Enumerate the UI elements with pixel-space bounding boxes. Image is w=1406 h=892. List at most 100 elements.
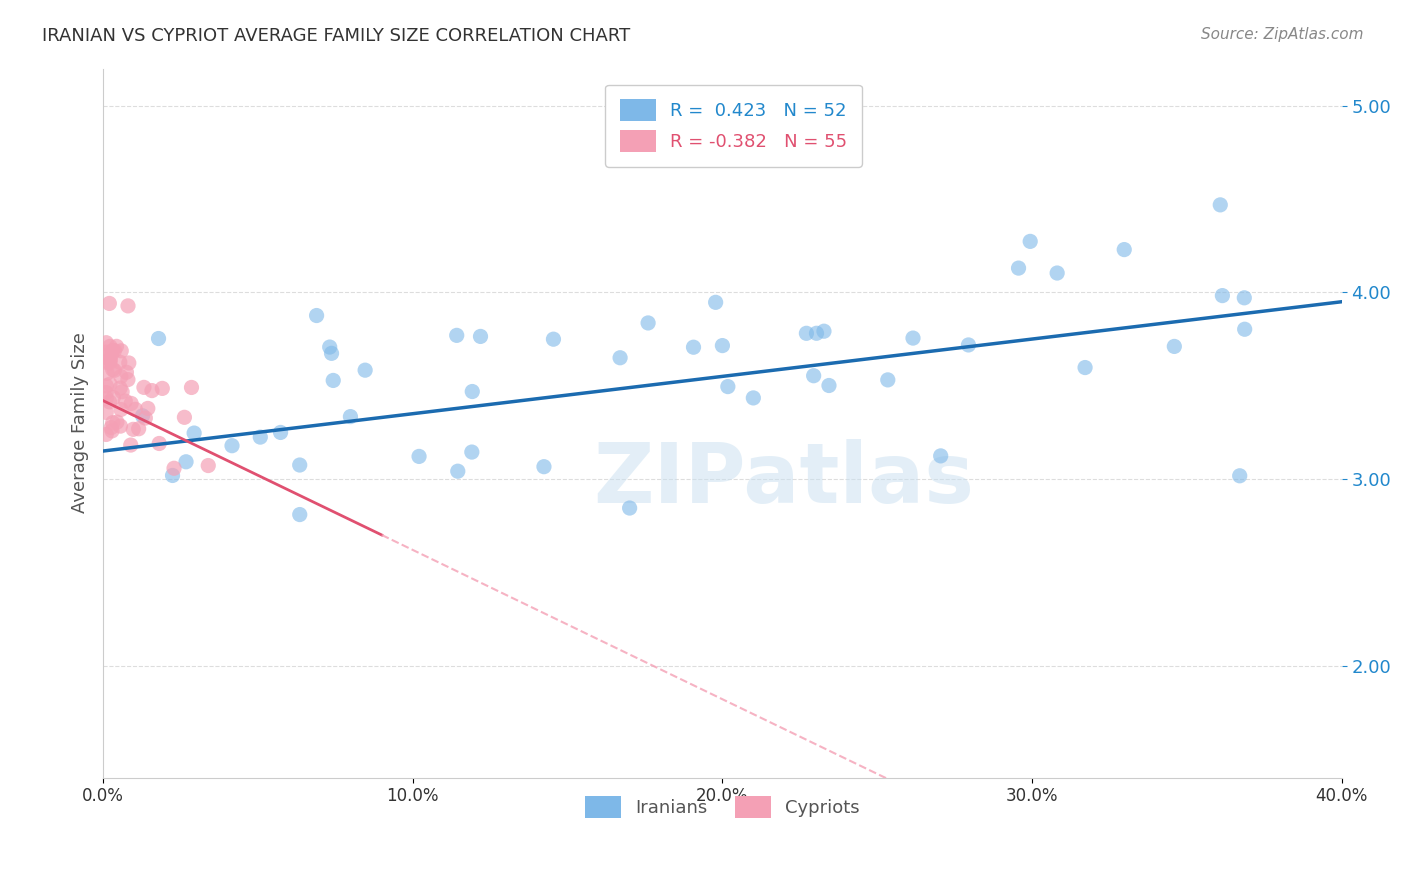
Text: Source: ZipAtlas.com: Source: ZipAtlas.com <box>1201 27 1364 42</box>
Iranians <box>1163 339 1185 353</box>
Iranians <box>533 459 555 474</box>
Iranians <box>609 351 631 365</box>
Iranians <box>339 409 361 424</box>
Iranians <box>901 331 924 345</box>
Iranians <box>876 373 898 387</box>
Legend: Iranians, Cypriots: Iranians, Cypriots <box>578 789 868 825</box>
Cypriots <box>96 385 118 400</box>
Iranians <box>288 458 311 472</box>
Iranians <box>1007 261 1029 276</box>
Text: ZIPatlas: ZIPatlas <box>593 439 974 520</box>
Iranians <box>1114 243 1136 257</box>
Cypriots <box>128 422 150 436</box>
Iranians <box>717 379 740 393</box>
Cypriots <box>117 299 139 313</box>
Iranians <box>305 309 328 323</box>
Cypriots <box>110 369 132 384</box>
Iranians <box>321 346 343 360</box>
Cypriots <box>136 401 159 416</box>
Cypriots <box>103 343 125 358</box>
Cypriots <box>197 458 219 473</box>
Iranians <box>408 450 430 464</box>
Iranians <box>813 324 835 338</box>
Iranians <box>447 464 470 478</box>
Cypriots <box>110 402 132 417</box>
Cypriots <box>98 356 121 370</box>
Iranians <box>619 501 641 516</box>
Cypriots <box>98 395 121 409</box>
Cypriots <box>96 335 118 350</box>
Cypriots <box>117 373 139 387</box>
Cypriots <box>180 380 202 394</box>
Iranians <box>1019 235 1042 249</box>
Iranians <box>711 338 734 352</box>
Y-axis label: Average Family Size: Average Family Size <box>72 333 89 514</box>
Iranians <box>1233 322 1256 336</box>
Cypriots <box>96 345 118 359</box>
Text: IRANIAN VS CYPRIOT AVERAGE FAMILY SIZE CORRELATION CHART: IRANIAN VS CYPRIOT AVERAGE FAMILY SIZE C… <box>42 27 630 45</box>
Iranians <box>288 508 311 522</box>
Iranians <box>470 329 492 343</box>
Iranians <box>806 326 828 341</box>
Iranians <box>319 340 342 354</box>
Iranians <box>162 468 184 483</box>
Iranians <box>929 449 952 463</box>
Cypriots <box>98 353 121 368</box>
Iranians <box>818 378 841 392</box>
Iranians <box>1046 266 1069 280</box>
Iranians <box>322 374 344 388</box>
Iranians <box>1229 468 1251 483</box>
Iranians <box>1074 360 1097 375</box>
Cypriots <box>120 396 142 410</box>
Iranians <box>174 455 197 469</box>
Cypriots <box>101 362 124 376</box>
Iranians <box>803 368 825 383</box>
Cypriots <box>98 339 121 353</box>
Iranians <box>704 295 727 310</box>
Cypriots <box>163 461 186 475</box>
Cypriots <box>108 355 131 369</box>
Iranians <box>1211 288 1233 302</box>
Iranians <box>742 391 765 405</box>
Iranians <box>1209 198 1232 212</box>
Iranians <box>543 332 565 346</box>
Cypriots <box>101 343 124 358</box>
Iranians <box>270 425 292 440</box>
Cypriots <box>110 419 132 434</box>
Iranians <box>131 409 153 423</box>
Cypriots <box>98 352 121 367</box>
Cypriots <box>100 420 122 434</box>
Iranians <box>461 445 484 459</box>
Cypriots <box>97 348 120 362</box>
Cypriots <box>96 379 118 393</box>
Cypriots <box>98 377 121 392</box>
Cypriots <box>96 391 118 405</box>
Cypriots <box>96 367 118 381</box>
Cypriots <box>141 384 163 398</box>
Cypriots <box>105 339 128 353</box>
Cypriots <box>110 343 132 358</box>
Cypriots <box>105 415 128 429</box>
Cypriots <box>96 355 118 369</box>
Cypriots <box>115 365 138 379</box>
Cypriots <box>173 410 195 425</box>
Cypriots <box>118 356 141 370</box>
Cypriots <box>103 391 125 405</box>
Cypriots <box>150 381 173 395</box>
Iranians <box>461 384 484 399</box>
Cypriots <box>103 363 125 377</box>
Iranians <box>637 316 659 330</box>
Cypriots <box>96 427 118 442</box>
Cypriots <box>132 380 155 394</box>
Cypriots <box>124 402 146 417</box>
Iranians <box>249 430 271 444</box>
Cypriots <box>111 384 134 399</box>
Cypriots <box>134 411 156 425</box>
Iranians <box>148 331 170 345</box>
Cypriots <box>120 438 142 452</box>
Cypriots <box>122 422 145 436</box>
Iranians <box>957 338 980 352</box>
Iranians <box>1233 291 1256 305</box>
Cypriots <box>96 405 118 419</box>
Iranians <box>682 340 704 354</box>
